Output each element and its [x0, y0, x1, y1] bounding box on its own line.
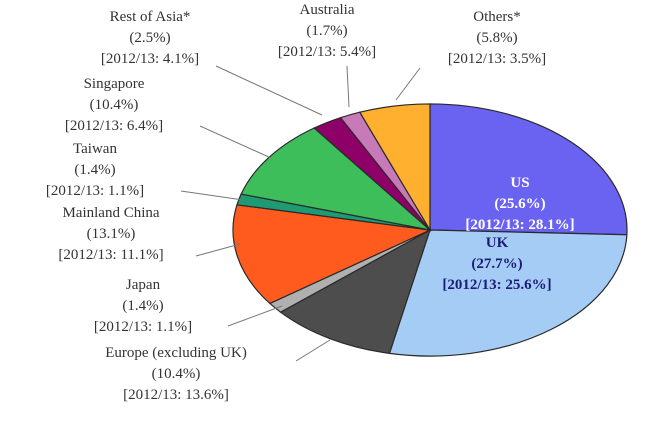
leader-line-rest-of-asia	[215, 65, 323, 116]
slice-label-line: (10.4%)	[152, 366, 201, 382]
slice-label-line: [2012/13: 4.1%]	[101, 51, 199, 67]
pie-slice-us	[429, 103, 628, 236]
leader-line-europe-excluding-uk	[295, 339, 331, 362]
slice-label-line: (27.7%)	[471, 256, 522, 272]
slice-label-line: US	[510, 175, 529, 191]
slice-label-taiwan: Taiwan (1.4%) [2012/13: 1.1%]	[46, 141, 144, 199]
slice-label-line: Australia	[300, 2, 355, 18]
pie-slice-europe-excluding-uk	[279, 228, 432, 355]
pie-slice-uk	[388, 229, 628, 357]
slice-label-line: [2012/13: 11.1%]	[58, 247, 163, 263]
slice-label-australia: Australia (1.7%) [2012/13: 5.4%]	[278, 2, 376, 60]
slices-layer	[232, 103, 628, 357]
slice-label-line: Taiwan	[73, 141, 117, 157]
slice-label-line: Rest of Asia*	[110, 9, 191, 25]
slice-label-line: (2.5%)	[129, 30, 170, 46]
pie-slice-others	[358, 103, 431, 233]
leader-line-mainland-china	[195, 243, 241, 257]
labels-layer: US (25.6%) [2012/13: 28.1%] UK (27.7%) [2012/…	[46, 2, 575, 403]
slice-label-line: (25.6%)	[494, 196, 545, 212]
slice-label-line: (5.8%)	[476, 30, 517, 46]
leader-line-australia	[346, 65, 350, 108]
leader-line-singapore	[199, 125, 272, 159]
slice-label-line: (10.4%)	[90, 97, 139, 113]
slice-label-line: Europe (excluding UK)	[105, 345, 247, 361]
slice-label-line: Others*	[473, 9, 521, 25]
slice-label-europe-excluding-uk: Europe (excluding UK) (10.4%) [2012/13: 13…	[105, 345, 247, 403]
pie-slice-mainland-china	[232, 204, 433, 305]
slice-label-japan: Japan (1.4%) [2012/13: 1.1%]	[94, 277, 192, 335]
leader-line-taiwan	[180, 190, 244, 201]
leader-lines-layer	[180, 65, 421, 362]
slice-label-line: Singapore	[84, 76, 145, 92]
slice-label-line: [2012/13: 5.4%]	[278, 44, 376, 60]
slice-label-singapore: Singapore (10.4%) [2012/13: 6.4%]	[65, 76, 163, 134]
leader-line-japan	[227, 305, 283, 327]
slice-label-line: [2012/13: 3.5%]	[448, 51, 546, 67]
slice-label-line: [2012/13: 13.6%]	[123, 387, 229, 403]
slice-label-line: [2012/13: 28.1%]	[465, 217, 574, 233]
slice-label-us: US (25.6%) [2012/13: 28.1%]	[465, 175, 574, 233]
slice-label-uk: UK (27.7%) [2012/13: 25.6%]	[442, 235, 551, 293]
slice-label-line: (13.1%)	[87, 226, 136, 242]
slice-label-line: UK	[486, 235, 509, 251]
slice-label-line: (1.4%)	[122, 298, 163, 314]
slice-label-line: (1.7%)	[306, 23, 347, 39]
slice-label-others: Others* (5.8%) [2012/13: 3.5%]	[448, 9, 546, 67]
slice-label-rest-of-asia: Rest of Asia* (2.5%) [2012/13: 4.1%]	[101, 9, 199, 67]
slice-label-line: [2012/13: 6.4%]	[65, 118, 163, 134]
slice-label-line: Japan	[126, 277, 161, 293]
slice-label-line: [2012/13: 1.1%]	[46, 183, 144, 199]
leader-line-others	[395, 67, 421, 101]
slice-label-line: [2012/13: 1.1%]	[94, 319, 192, 335]
slice-label-line: [2012/13: 25.6%]	[442, 277, 551, 293]
slice-label-mainland-china: Mainland China (13.1%) [2012/13: 11.1%]	[58, 205, 163, 263]
slice-label-line: (1.4%)	[74, 162, 115, 178]
slice-label-line: Mainland China	[62, 205, 159, 221]
